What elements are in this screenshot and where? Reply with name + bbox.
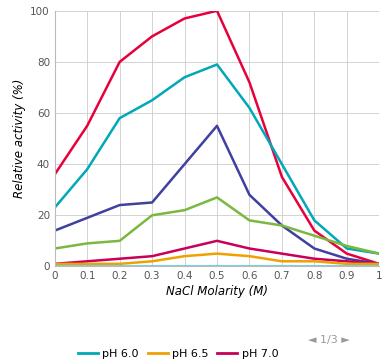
- Text: ◄ 1/3 ►: ◄ 1/3 ►: [308, 335, 349, 345]
- X-axis label: NaCl Molarity (M): NaCl Molarity (M): [166, 285, 268, 298]
- Legend: pH 6.0, pH 6.5, pH 7.0: pH 6.0, pH 6.5, pH 7.0: [73, 344, 283, 360]
- Y-axis label: Relative activity (%): Relative activity (%): [13, 79, 26, 198]
